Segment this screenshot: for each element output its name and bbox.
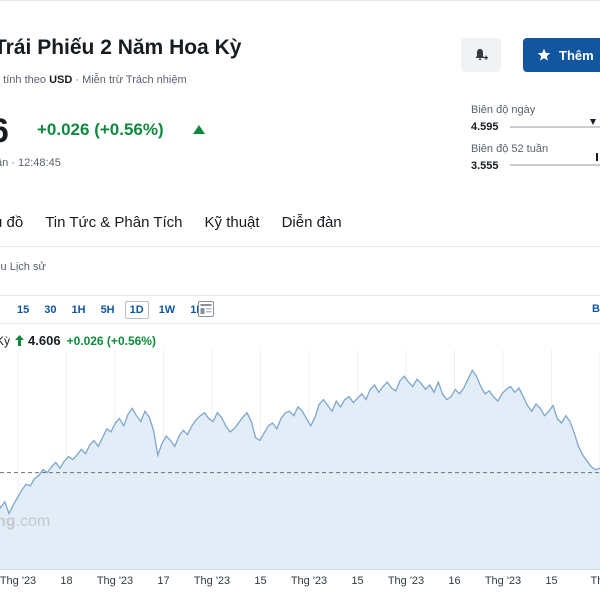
legend-symbol: Kỳ xyxy=(0,333,11,348)
timeframe-1w[interactable]: 1W xyxy=(158,304,176,316)
currency-code: USD xyxy=(49,74,73,86)
legend-change: +0.026 (+0.56%) xyxy=(66,333,156,348)
x-tick-label: 15 xyxy=(254,575,266,587)
watermark-logo: ng.com xyxy=(0,513,51,530)
x-tick-label: Thg '23 xyxy=(0,575,36,587)
toolbar-right-label[interactable]: B xyxy=(592,303,600,315)
x-tick-label: Thg '23 xyxy=(194,575,230,587)
timeframe-1d[interactable]: 1D xyxy=(124,301,149,319)
week52-range-marker xyxy=(596,153,598,161)
add-alert-button[interactable] xyxy=(461,38,501,72)
top-divider xyxy=(0,0,600,1)
price-series-line xyxy=(0,369,600,516)
add-to-watchlist-button[interactable]: Thêm xyxy=(523,38,600,72)
tab-news-analysis[interactable]: Tin Tức & Phân Tích xyxy=(45,214,183,231)
timeframe-selector: 15 30 1H 5H 1D 1W 1M xyxy=(12,301,215,319)
x-tick-label: Thg '23 xyxy=(291,575,327,587)
triangle-up-icon xyxy=(193,125,205,134)
disclaimer-link[interactable]: · Miễn trừ Trách nhiệm xyxy=(75,74,187,86)
timeframe-15[interactable]: 15 xyxy=(17,304,30,316)
toolbar-top-divider xyxy=(0,295,600,296)
instrument-tabs: u đồ Tin Tức & Phân Tích Kỹ thuật Diễn đ… xyxy=(0,214,364,231)
timeframe-30[interactable]: 30 xyxy=(44,304,57,316)
x-tick-label: 16 xyxy=(448,575,460,587)
x-tick-label: Thg '23 xyxy=(97,575,133,587)
last-price: 6 xyxy=(0,112,9,151)
arrow-up-icon xyxy=(15,335,25,346)
week52-range-low: 3.555 xyxy=(471,160,499,172)
day-range-label: Biên độ ngày xyxy=(471,104,536,116)
x-tick-label: 15 xyxy=(545,575,557,587)
week52-range-bar xyxy=(510,164,600,166)
price-chart[interactable]: Thg '23 18 Thg '23 17 Thg '23 15 Thg '23 15 Thg … xyxy=(0,350,600,600)
tab-chart[interactable]: u đồ xyxy=(0,214,24,231)
day-range-bar xyxy=(510,126,600,128)
chart-legend: Kỳ 4.606 +0.026 (+0.56%) xyxy=(0,333,156,348)
price-area-fill xyxy=(0,370,600,569)
x-tick-label: 15 xyxy=(351,575,363,587)
x-tick-label: 18 xyxy=(60,575,72,587)
x-tick-label: 17 xyxy=(157,575,169,587)
timeframe-1h[interactable]: 1H xyxy=(71,304,86,316)
day-range-marker-icon xyxy=(590,119,596,125)
star-icon xyxy=(537,48,551,61)
x-tick-label: Thg '23 xyxy=(485,575,521,587)
timeframe-5h[interactable]: 5H xyxy=(100,304,115,316)
page-title: Trái Phiếu 2 Năm Hoa Kỳ xyxy=(0,36,242,59)
x-tick-label: Thg xyxy=(591,575,600,587)
week52-range-label: Biên độ 52 tuần xyxy=(471,143,549,155)
currency-prefix: ệ tính theo xyxy=(0,74,46,86)
tab-forum[interactable]: Diễn đàn xyxy=(281,214,342,231)
x-axis-line xyxy=(0,569,600,570)
quote-time: ần · 12:48:45 xyxy=(0,157,61,169)
legend-price: 4.606 xyxy=(28,333,61,348)
tabs-divider xyxy=(0,246,600,247)
x-tick-label: Thg '23 xyxy=(388,575,424,587)
watch-button-label: Thêm xyxy=(559,47,594,63)
currency-line: ệ tính theo USD · Miễn trừ Trách nhiệm xyxy=(0,74,187,86)
day-range-low: 4.595 xyxy=(471,121,499,133)
chart-layout-icon[interactable] xyxy=(197,300,215,318)
historical-data-link[interactable]: iệu Lịch sử xyxy=(0,261,46,273)
bell-plus-icon xyxy=(475,49,488,61)
tab-technical[interactable]: Kỹ thuật xyxy=(204,214,260,231)
toolbar-bottom-divider xyxy=(0,323,600,324)
price-change: +0.026 (+0.56%) xyxy=(37,120,164,139)
